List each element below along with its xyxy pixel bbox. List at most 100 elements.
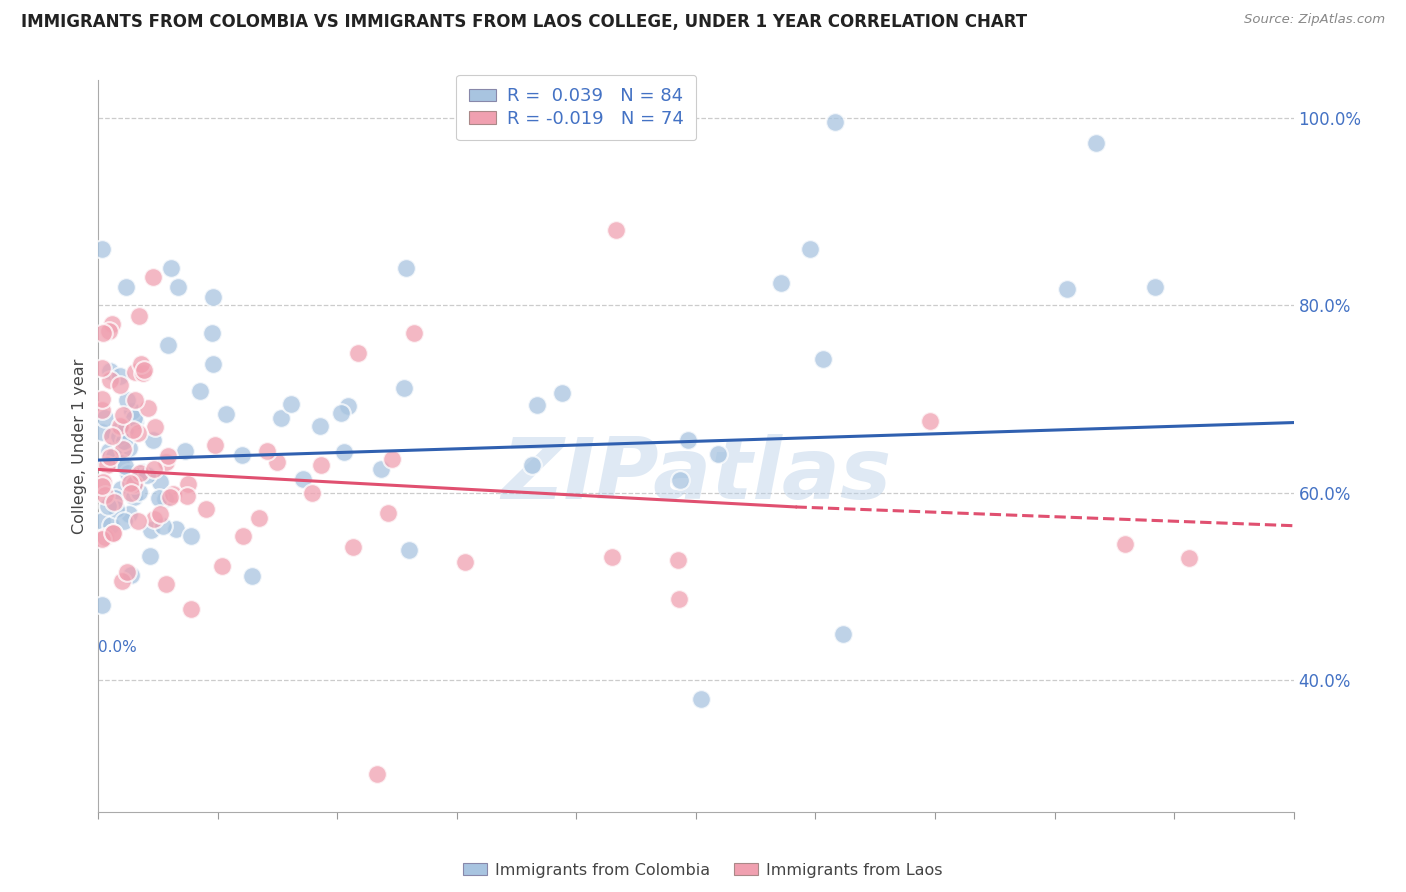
Point (551, 386, 574, 401)
Point (215, 407, 238, 421)
Point (117, 441, 139, 455)
Point (180, 602, 202, 616)
Point (366, 767, 388, 781)
Point (769, 276, 792, 290)
Point (101, 429, 124, 443)
Point (98, 324, 121, 338)
Point (1177, 551, 1199, 566)
Point (114, 458, 136, 473)
Point (127, 514, 149, 528)
Point (690, 692, 713, 706)
Point (120, 486, 142, 500)
Point (128, 467, 150, 481)
Point (128, 485, 150, 500)
Point (93, 488, 115, 502)
Point (453, 555, 475, 569)
Point (201, 326, 224, 340)
Point (336, 400, 359, 414)
Point (128, 309, 150, 323)
Point (202, 290, 225, 304)
Point (152, 519, 174, 533)
Point (124, 477, 146, 491)
Point (110, 434, 132, 449)
Point (124, 414, 146, 428)
Point (103, 526, 125, 541)
Point (174, 443, 197, 458)
Point (138, 549, 160, 564)
Point (167, 279, 190, 293)
Point (98, 443, 121, 458)
Point (91, 425, 114, 440)
Point (100, 518, 122, 533)
Text: IMMIGRANTS FROM COLOMBIA VS IMMIGRANTS FROM LAOS COLLEGE, UNDER 1 YEAR CORRELATI: IMMIGRANTS FROM COLOMBIA VS IMMIGRANTS F… (21, 13, 1028, 31)
Point (398, 543, 420, 558)
Text: 0.0%: 0.0% (98, 640, 138, 655)
Point (98, 373, 121, 387)
Point (247, 511, 270, 525)
Point (799, 242, 821, 256)
Point (333, 445, 356, 459)
Point (377, 506, 399, 520)
Point (211, 559, 233, 574)
Point (111, 409, 134, 423)
Point (1114, 537, 1136, 551)
Point (132, 366, 155, 380)
Point (231, 448, 253, 462)
Point (342, 540, 364, 554)
Point (266, 455, 288, 469)
Point (91, 392, 114, 406)
Point (115, 279, 138, 293)
Point (129, 357, 152, 371)
Point (91, 514, 114, 528)
Point (98, 363, 121, 377)
Point (108, 368, 131, 383)
Legend: Immigrants from Colombia, Immigrants from Laos: Immigrants from Colombia, Immigrants fro… (457, 856, 949, 884)
Point (1085, 136, 1108, 150)
Point (157, 337, 180, 351)
Point (91, 402, 114, 417)
Point (94, 530, 117, 544)
Point (176, 489, 198, 503)
Point (91, 533, 114, 547)
Point (309, 458, 332, 472)
Point (103, 449, 125, 463)
Point (202, 358, 225, 372)
Point (811, 351, 834, 366)
Point (115, 420, 138, 434)
Point (124, 365, 146, 379)
Point (117, 466, 139, 480)
Point (125, 469, 148, 483)
Point (256, 444, 278, 458)
Point (159, 260, 181, 275)
Point (96, 458, 118, 473)
Point (194, 502, 217, 516)
Point (136, 401, 159, 415)
Point (115, 566, 138, 580)
Point (605, 223, 627, 237)
Point (98, 450, 121, 464)
Point (232, 529, 254, 543)
Point (105, 502, 128, 516)
Point (101, 317, 124, 331)
Point (91, 242, 114, 256)
Point (330, 406, 353, 420)
Point (122, 411, 145, 425)
Point (103, 494, 125, 508)
Point (112, 514, 135, 528)
Point (104, 491, 127, 505)
Point (920, 414, 942, 428)
Point (666, 553, 689, 567)
Point (97, 499, 120, 513)
Point (165, 522, 187, 536)
Point (162, 487, 184, 501)
Text: Source: ZipAtlas.com: Source: ZipAtlas.com (1244, 13, 1385, 27)
Point (91, 598, 114, 612)
Point (204, 438, 226, 452)
Point (153, 492, 176, 507)
Point (91, 326, 114, 340)
Point (280, 397, 302, 411)
Point (159, 490, 181, 504)
Point (118, 475, 141, 490)
Point (110, 483, 132, 497)
Point (121, 480, 143, 494)
